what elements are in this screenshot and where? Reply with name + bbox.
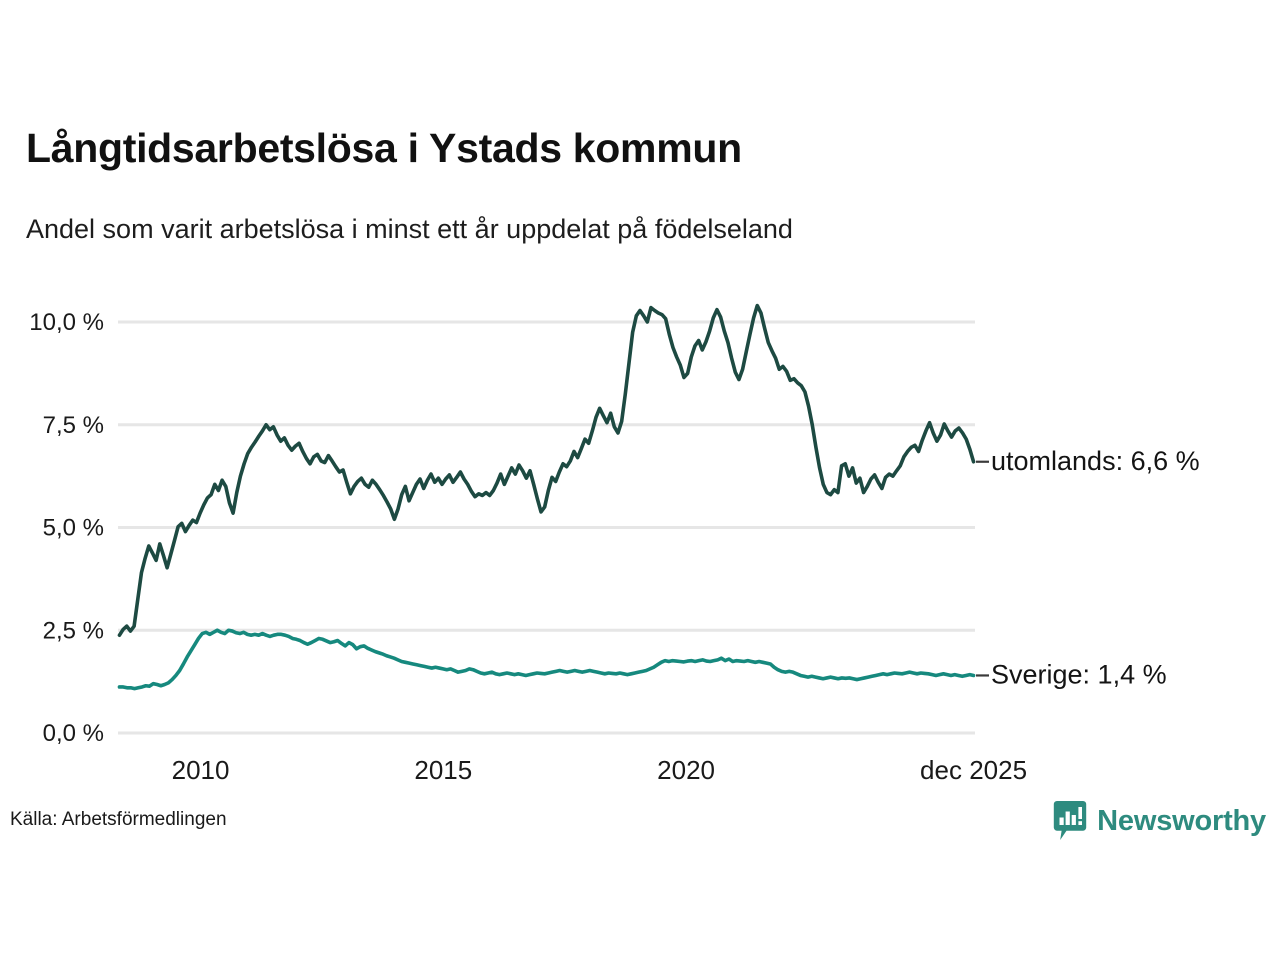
series-line-utomlands	[117, 303, 976, 637]
source-note: Källa: Arbetsförmedlingen	[10, 809, 227, 830]
x-tick-label: dec 2025	[920, 755, 1027, 785]
y-axis-tick-labels: 0,0 % 2,5 % 5,0 % 7,5 % 10,0 %	[29, 309, 104, 747]
x-tick-label: 2015	[414, 755, 472, 785]
series-label-sverige: Sverige: 1,4 %	[991, 660, 1167, 690]
y-tick-label: 2,5 %	[43, 617, 104, 644]
y-tick-label: 5,0 %	[43, 515, 104, 542]
gridlines	[118, 320, 975, 735]
page-title: Långtidsarbetslösa i Ystads kommun	[26, 125, 742, 171]
series-end-labels: utomlands: 6,6 % Sverige: 1,4 %	[976, 446, 1200, 690]
speech-bubble-bar-chart-icon	[1053, 800, 1087, 842]
series-line-sverige	[117, 628, 976, 691]
x-tick-label: 2020	[657, 755, 715, 785]
x-tick-label: 2010	[172, 755, 230, 785]
brand-name: Newsworthy	[1097, 804, 1266, 837]
x-axis-tick-labels: 2010 2015 2020 dec 2025	[172, 755, 1027, 785]
series-label-utomlands: utomlands: 6,6 %	[991, 446, 1200, 476]
y-tick-label: 0,0 %	[43, 720, 104, 747]
newsworthy-logo: Newsworthy	[1053, 800, 1266, 842]
y-tick-label: 10,0 %	[29, 309, 104, 336]
chart-subtitle: Andel som varit arbetslösa i minst ett å…	[26, 214, 793, 244]
y-tick-label: 7,5 %	[43, 412, 104, 439]
series-lines	[117, 303, 976, 691]
